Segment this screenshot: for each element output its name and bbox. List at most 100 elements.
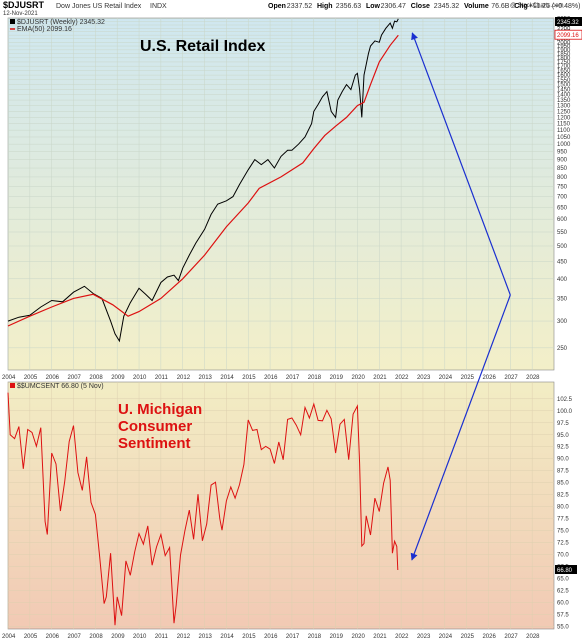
bottom-x-tick: 2025: [461, 634, 475, 640]
bottom-gridlines: [7, 382, 554, 629]
index-name: Dow Jones US Retail Index: [56, 3, 142, 10]
bottom-x-tick: 2009: [111, 634, 125, 640]
bottom-y-tick: 102.5: [557, 397, 573, 403]
sentiment-title-line-1: U. Michigan: [118, 401, 202, 418]
ema-value-text: 2099.16: [557, 33, 579, 39]
retail-index-title: U.S. Retail Index: [140, 38, 265, 55]
bottom-x-tick: 2026: [482, 634, 496, 640]
ema-value-badge-bg: [554, 29, 582, 40]
bottom-y-tick: 95.0: [557, 433, 569, 439]
top-x-tick: 2027: [504, 375, 518, 381]
ohlc-value-close: 2345.32: [434, 3, 459, 10]
top-x-tick: 2007: [68, 375, 82, 381]
top-y-tick: 1750: [557, 60, 571, 66]
ema-value-badge: 2099.16: [554, 29, 582, 40]
ohlc-label-low: Low: [366, 3, 381, 10]
bottom-y-tick: 100.0: [557, 409, 573, 415]
top-series: [7, 18, 399, 343]
top-y-tick: 2050: [557, 37, 571, 43]
ema-line: [7, 34, 399, 327]
sentiment-value-badge-bg: [555, 565, 577, 575]
bottom-y-tick: 90.0: [557, 457, 569, 463]
bottom-x-tick: 2020: [351, 634, 365, 640]
bottom-y-tick: 87.5: [557, 469, 569, 475]
top-x-tick: 2020: [351, 375, 365, 381]
top-y-tick: 450: [557, 259, 568, 265]
bottom-y-tick: 92.5: [557, 445, 569, 451]
bottom-x-tick: 2011: [155, 634, 169, 640]
bottom-y-tick: 60.0: [557, 601, 569, 607]
bottom-y-tick: 62.5: [557, 589, 569, 595]
top-x-tick: 2011: [155, 375, 169, 381]
bottom-panel-background: [7, 381, 555, 630]
sentiment-line: [7, 392, 399, 626]
bottom-x-tick: 2023: [417, 634, 431, 640]
bottom-x-tick: 2010: [133, 634, 147, 640]
top-y-tick: 1800: [557, 56, 571, 62]
ohlc-value-volume: 76.6B: [491, 3, 510, 10]
bottom-y-tick: 72.5: [557, 541, 569, 547]
top-x-tick: 2026: [482, 375, 496, 381]
bottom-y-tick: 57.5: [557, 613, 569, 619]
top-y-tick: 1000: [557, 142, 571, 148]
bottom-y-tick: 85.0: [557, 481, 569, 487]
bottom-x-tick: 2013: [199, 634, 213, 640]
top-x-tick: 2016: [264, 375, 278, 381]
top-x-tick: 2017: [286, 375, 300, 381]
bottom-y-tick-labels: 55.057.560.062.565.067.570.072.575.077.5…: [557, 397, 573, 631]
top-y-tick: 1850: [557, 52, 571, 58]
top-y-tick: 1400: [557, 93, 571, 99]
top-x-tick: 2010: [133, 375, 147, 381]
ohlc-value-high: 2356.63: [336, 3, 361, 10]
top-y-tick: 1050: [557, 135, 571, 141]
bottom-y-tick: 55.0: [557, 625, 569, 631]
top-x-tick: 2008: [89, 375, 103, 381]
bottom-x-tick-labels: 2004 2005 2006 2007 2008 2009 2010 2011 2012 2013…: [2, 634, 540, 640]
brand-label: @ StockCharts.com: [510, 3, 563, 9]
bottom-x-tick: 2018: [308, 634, 322, 640]
top-x-tick: 2019: [330, 375, 344, 381]
retail-index-panel: 250 300 350 400 450 500 550 600 650 700 750 800 850 9…: [7, 17, 582, 371]
top-x-tick: 2021: [373, 375, 387, 381]
top-y-tick: 1550: [557, 78, 571, 84]
sentiment-title: U. Michigan Consumer Sentiment: [118, 401, 202, 452]
bottom-x-tick: 2005: [24, 634, 38, 640]
top-x-tick: 2012: [177, 375, 191, 381]
price-line: [7, 18, 399, 343]
top-y-tick: 1350: [557, 98, 571, 104]
sentiment-legend-swatch: [10, 383, 15, 388]
ohlc-value-low: 2306.47: [381, 3, 406, 10]
top-y-tick: 900: [557, 158, 568, 164]
top-y-tick: 2250: [557, 23, 571, 29]
price-legend-swatch: [10, 19, 15, 24]
exchange-label: INDX: [150, 3, 167, 10]
bottom-y-tick: 80.0: [557, 505, 569, 511]
top-y-tick: 1950: [557, 44, 571, 50]
top-y-tick: 250: [557, 346, 568, 352]
top-y-tick: 400: [557, 277, 568, 283]
top-x-tick: 2014: [220, 375, 234, 381]
bottom-x-tick: 2017: [286, 634, 300, 640]
top-x-tick: 2022: [395, 375, 409, 381]
ohlc-value-chg: +11.21 (+0.48%): [529, 3, 581, 10]
price-legend-text: $DJUSRT (Weekly) 2345.32: [17, 19, 105, 26]
bottom-y-tick: 77.5: [557, 517, 569, 523]
bottom-x-tick: 2004: [2, 634, 16, 640]
top-x-tick: 2018: [308, 375, 322, 381]
top-x-tick: 2013: [199, 375, 213, 381]
top-y-tick: 650: [557, 205, 568, 211]
ohlc-value-open: 2337.52: [287, 3, 312, 10]
top-y-tick-labels: 250 300 350 400 450 500 550 600 650 700 750 800 850 9…: [557, 17, 571, 352]
top-y-tick: 1300: [557, 104, 571, 110]
top-x-tick: 2024: [439, 375, 453, 381]
sentiment-panel: 55.057.560.062.565.067.570.072.575.077.5…: [7, 381, 577, 631]
top-x-tick: 2004: [2, 375, 16, 381]
top-gridlines: [7, 18, 554, 370]
top-y-tick: 2200: [557, 26, 571, 32]
bottom-y-tick: 97.5: [557, 421, 569, 427]
top-y-tick: 800: [557, 175, 568, 181]
price-value-badge: 2345.32: [555, 17, 582, 26]
bottom-x-tick: 2022: [395, 634, 409, 640]
sentiment-title-line-3: Sentiment: [118, 435, 191, 452]
bottom-x-tick: 2016: [264, 634, 278, 640]
